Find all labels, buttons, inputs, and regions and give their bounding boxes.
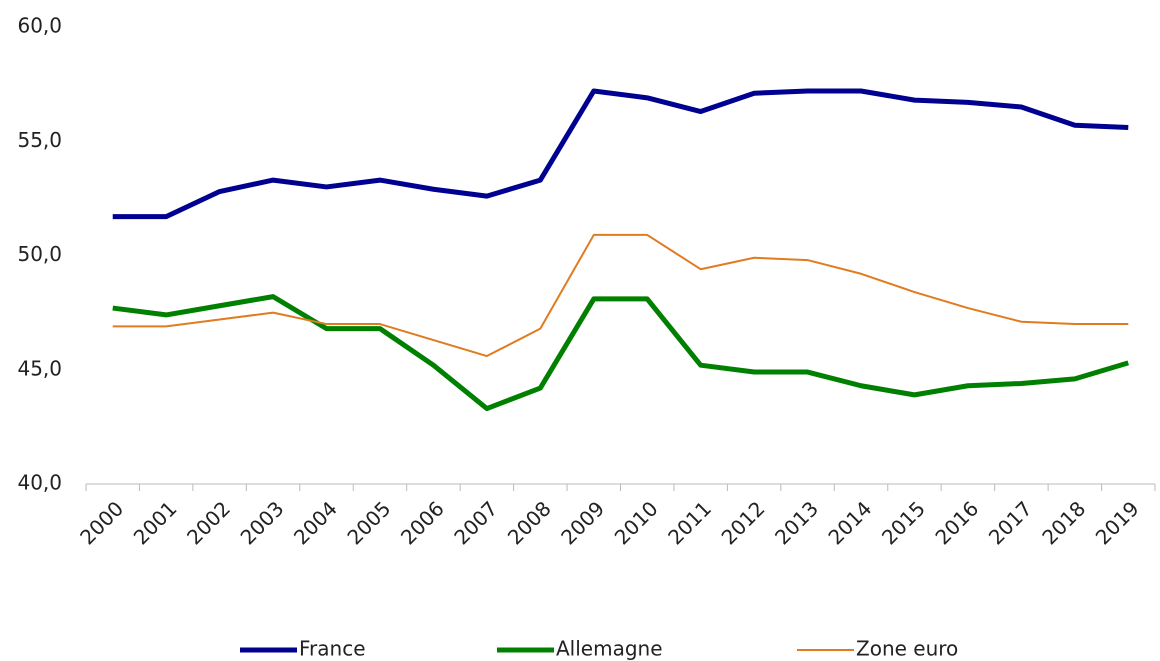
y-tick-label: 55,0: [17, 128, 62, 152]
x-tick-label: 2005: [342, 496, 395, 549]
x-tick-label: 2002: [182, 496, 235, 549]
x-tick-label: 2016: [930, 496, 983, 549]
x-tick-label: 2010: [610, 496, 663, 549]
legend-label: Zone euro: [856, 637, 958, 661]
x-tick-label: 2019: [1091, 496, 1144, 549]
x-tick-label: 2009: [556, 496, 609, 549]
y-tick-label: 40,0: [17, 471, 62, 495]
y-tick-label: 50,0: [17, 242, 62, 266]
x-tick-label: 2004: [289, 496, 342, 549]
line-series: [112, 294, 1129, 412]
x-tick-label: 2007: [449, 496, 502, 549]
line-series: [112, 233, 1129, 358]
x-tick-label: 2018: [1037, 496, 1090, 549]
x-tick-label: 2015: [877, 496, 930, 549]
x-tick-label: 2017: [984, 496, 1037, 549]
x-tick-label: 2011: [663, 496, 716, 549]
x-tick-label: 2012: [717, 496, 770, 549]
legend-label: Allemagne: [556, 637, 663, 661]
line-series: [112, 88, 1129, 220]
y-tick-label: 45,0: [17, 356, 62, 380]
x-tick-label: 2014: [823, 496, 876, 549]
x-tick-label: 2013: [770, 496, 823, 549]
x-tick-label: 2001: [129, 496, 182, 549]
y-tick-label: 60,0: [17, 14, 62, 38]
x-tick-label: 2003: [236, 496, 289, 549]
legend-label: France: [299, 637, 366, 661]
x-tick-label: 2006: [396, 496, 449, 549]
x-tick-label: 2000: [75, 496, 128, 549]
x-tick-label: 2008: [503, 496, 556, 549]
